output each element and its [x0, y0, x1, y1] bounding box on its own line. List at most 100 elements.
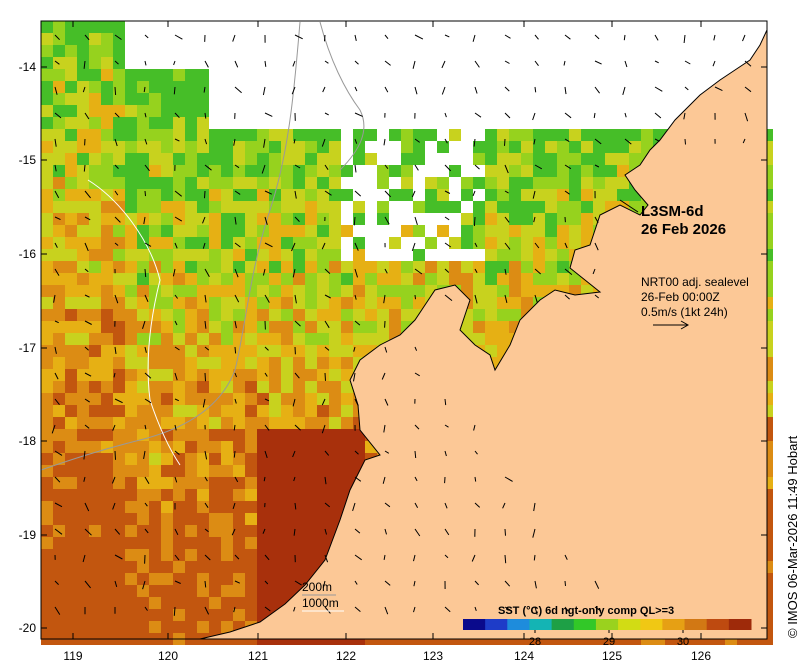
sst-cell — [137, 273, 149, 285]
current-vector — [384, 606, 389, 615]
sst-cell — [317, 225, 329, 237]
sst-cell — [89, 117, 101, 129]
sst-cell — [293, 465, 305, 477]
sst-cell — [197, 177, 209, 189]
current-vector — [294, 372, 300, 379]
sst-cell — [113, 297, 125, 309]
current-vector — [234, 164, 240, 169]
sst-cell — [257, 513, 269, 525]
sst-cell — [233, 597, 245, 609]
current-vector — [83, 476, 86, 482]
sst-cell — [245, 165, 257, 177]
sst-cell — [89, 573, 101, 585]
sst-cell — [77, 153, 89, 165]
current-vector — [383, 554, 386, 560]
sst-cell — [257, 345, 269, 357]
sst-cell — [569, 189, 581, 201]
sst-cell — [185, 477, 197, 489]
sst-cell — [125, 621, 137, 633]
sst-cell — [101, 477, 113, 489]
sst-cell — [281, 393, 293, 405]
sst-cell — [41, 549, 53, 561]
current-vector — [234, 294, 240, 303]
current-vector — [411, 190, 416, 198]
sst-cell — [185, 453, 197, 465]
sst-cell — [113, 117, 125, 129]
current-vector — [54, 606, 61, 615]
sst-cell — [269, 405, 281, 417]
sst-cell — [125, 93, 137, 105]
lat-label: -15 — [19, 153, 37, 167]
sst-cell — [53, 561, 65, 573]
current-vector — [294, 502, 297, 510]
sst-cell — [473, 225, 485, 237]
sst-cell — [101, 501, 113, 513]
sst-cell — [137, 489, 149, 501]
current-vector — [264, 580, 269, 585]
sst-cell — [89, 297, 101, 309]
sst-cell — [473, 309, 485, 321]
current-vector — [174, 190, 183, 197]
sst-cell — [269, 333, 281, 345]
sst-cell — [449, 237, 461, 249]
sst-cell — [329, 489, 341, 501]
sst-cell — [197, 621, 209, 633]
sst-cell — [449, 129, 461, 141]
sst-cell — [581, 225, 593, 237]
sst-cell — [137, 189, 149, 201]
sst-cell — [89, 369, 101, 381]
current-vector — [263, 138, 266, 148]
sst-cell — [41, 417, 53, 429]
current-vector — [204, 606, 210, 615]
current-vector — [382, 476, 386, 484]
sst-cell — [89, 429, 101, 441]
current-vector — [202, 216, 206, 224]
current-vector — [474, 60, 480, 68]
sst-cell — [341, 189, 353, 201]
sst-cell — [329, 345, 341, 357]
sst-cell — [257, 261, 269, 273]
current-vector — [504, 112, 511, 119]
current-vector — [292, 398, 296, 407]
sst-cell — [53, 405, 65, 417]
current-vector — [324, 294, 331, 299]
sst-cell — [389, 189, 401, 201]
sst-cell — [365, 333, 377, 345]
current-vector — [354, 34, 357, 42]
sst-cell — [197, 345, 209, 357]
current-vector — [294, 580, 302, 586]
sst-cell — [605, 129, 617, 141]
sst-cell — [101, 225, 113, 237]
sst-cell — [269, 573, 281, 585]
sst-cell — [269, 297, 281, 309]
current-vector — [353, 216, 356, 226]
sst-cell — [41, 453, 53, 465]
sst-cell — [245, 177, 257, 189]
sst-cell — [533, 153, 545, 165]
sst-cell — [41, 537, 53, 549]
current-vector — [264, 190, 273, 195]
current-vector — [713, 34, 716, 41]
current-vector — [321, 398, 326, 406]
sst-cell — [521, 177, 533, 189]
sst-cell — [125, 309, 137, 321]
sst-cell — [185, 153, 197, 165]
sst-cell — [557, 153, 569, 165]
sst-cell — [101, 609, 113, 621]
sst-cell — [413, 141, 425, 153]
sst-cell — [53, 621, 65, 633]
colorbar-swatch — [573, 619, 597, 630]
current-vector — [534, 86, 537, 93]
sst-cell — [41, 21, 53, 33]
sst-cell — [101, 249, 113, 261]
sst-cell — [497, 153, 509, 165]
sst-cell — [497, 297, 509, 309]
current-vector — [234, 60, 239, 68]
sst-cell — [53, 417, 65, 429]
sst-cell — [269, 369, 281, 381]
sst-cell — [377, 213, 389, 225]
sst-cell — [53, 489, 65, 501]
sst-cell — [149, 537, 161, 549]
sst-cell — [113, 357, 125, 369]
sst-cell — [65, 573, 77, 585]
